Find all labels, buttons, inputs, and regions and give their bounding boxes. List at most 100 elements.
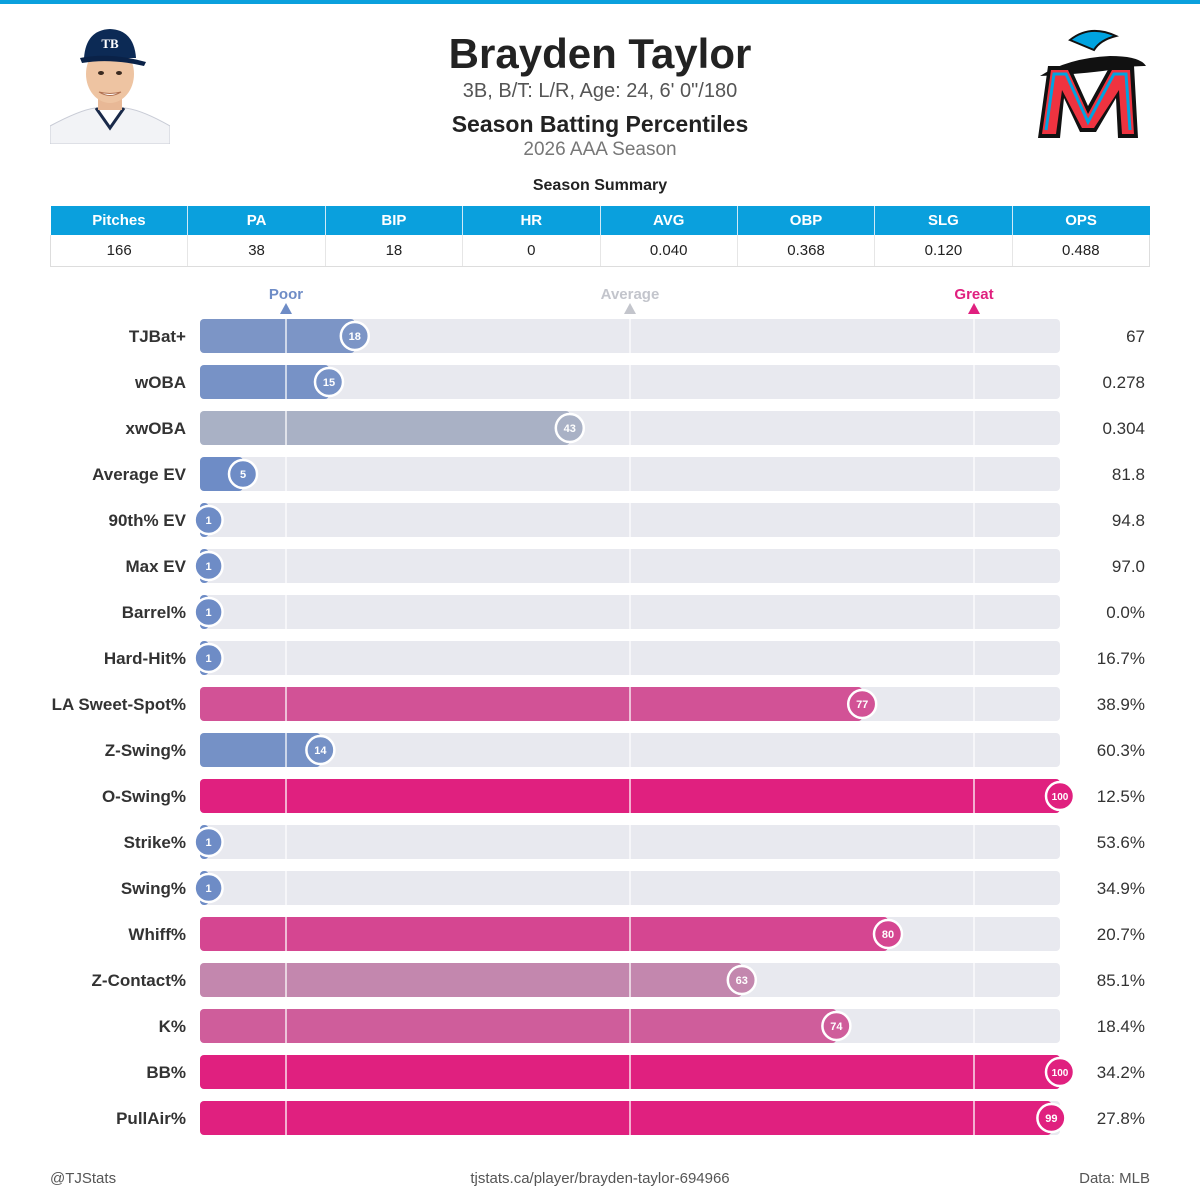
summary-header-cell: HR	[462, 206, 601, 235]
reference-label-poor: Poor	[269, 286, 303, 303]
percentile-dot	[872, 918, 904, 950]
metric-value: 94.8	[1112, 511, 1145, 530]
percentile-label: 1	[206, 561, 212, 573]
percentile-dot	[1036, 1102, 1067, 1134]
summary-header-cell: SLG	[874, 206, 1013, 235]
summary-header-cell: AVG	[600, 206, 738, 235]
percentile-row: Hard-Hit% 1 16.7%	[104, 641, 1145, 675]
reference-marker-poor	[280, 303, 292, 314]
summary-value-cell: 0.040	[600, 235, 738, 267]
player-name: Brayden Taylor	[448, 30, 752, 77]
percentile-bar	[200, 1101, 1052, 1135]
player-bio: 3B, B/T: L/R, Age: 24, 6' 0"/180	[462, 80, 738, 102]
summary-header-cell: OBP	[737, 206, 876, 235]
summary-value-cell: 0.120	[874, 235, 1013, 267]
metric-value: 97.0	[1112, 557, 1145, 576]
metric-value: 34.9%	[1097, 879, 1145, 898]
metric-value: 85.1%	[1097, 971, 1145, 990]
percentile-label: 100	[1052, 792, 1069, 803]
summary-value-cell: 0	[462, 235, 601, 267]
percentile-bar	[200, 917, 888, 951]
percentile-dot	[339, 320, 371, 352]
percentile-row: xwOBA 43 0.304	[126, 411, 1145, 445]
percentile-label: 43	[564, 423, 576, 435]
metric-value: 53.6%	[1097, 833, 1145, 852]
reference-marker-average	[624, 303, 636, 314]
percentile-label: 15	[323, 377, 335, 389]
percentile-label: 1	[206, 837, 212, 849]
summary-header-cell: Pitches	[50, 206, 189, 235]
summary-header-cell: OPS	[1012, 206, 1150, 235]
percentile-label: 18	[349, 331, 361, 343]
metric-value: 0.278	[1102, 373, 1145, 392]
chart-title: Season Batting Percentiles	[451, 111, 749, 137]
percentile-row: LA Sweet-Spot% 77 38.9%	[52, 687, 1145, 721]
percentile-row: Strike% 1 53.6%	[124, 825, 1145, 859]
percentile-dot	[554, 412, 586, 444]
metric-label: wOBA	[134, 373, 186, 392]
footer-handle: @TJStats	[50, 1170, 117, 1187]
percentile-dot	[227, 458, 259, 490]
summary-header-cell: PA	[187, 206, 326, 235]
top-accent-line	[0, 0, 1200, 4]
summary-value-cell: 38	[187, 235, 326, 267]
metric-label: xwOBA	[126, 419, 186, 438]
percentile-dot	[313, 366, 345, 398]
metric-value: 81.8	[1112, 465, 1145, 484]
summary-value-cell: 0.368	[737, 235, 876, 267]
metric-value: 27.8%	[1097, 1109, 1145, 1128]
percentile-row: Z-Swing% 14 60.3%	[105, 733, 1145, 767]
percentile-row: Swing% 1 34.9%	[121, 871, 1145, 905]
percentile-dot	[821, 1010, 852, 1042]
percentile-dot	[1044, 780, 1076, 812]
summary-value-cell: 18	[325, 235, 464, 267]
metric-label: Average EV	[92, 465, 187, 484]
percentile-dot	[193, 504, 224, 536]
percentile-row: Max EV 1 97.0	[126, 549, 1145, 583]
percentile-row: 90th% EV 1 94.8	[109, 503, 1145, 537]
percentile-dot	[193, 642, 224, 674]
metric-value: 38.9%	[1097, 695, 1145, 714]
player-headshot: TB	[50, 22, 170, 144]
metric-label: Barrel%	[122, 603, 186, 622]
percentile-row: Whiff% 80 20.7%	[128, 917, 1145, 951]
metric-label: Max EV	[126, 557, 187, 576]
season-summary-table: Pitches PA BIP HR AVG OBP SLG OPS 166 38…	[49, 206, 1151, 267]
percentile-row: BB% 100 34.2%	[146, 1055, 1145, 1089]
metric-value: 12.5%	[1097, 787, 1145, 806]
percentile-bar	[200, 687, 863, 721]
percentile-bar	[200, 411, 570, 445]
percentile-dot	[193, 826, 224, 858]
percentile-bar	[200, 1009, 837, 1043]
footer-url[interactable]: tjstats.ca/player/brayden-taylor-694966	[470, 1170, 730, 1187]
metric-label: LA Sweet-Spot%	[52, 695, 186, 714]
metric-value: 34.2%	[1097, 1063, 1145, 1082]
percentile-bar	[200, 365, 329, 399]
percentile-dot	[305, 734, 336, 766]
percentile-bar	[200, 319, 355, 353]
summary-value-cell: 166	[49, 235, 189, 267]
svg-text:TB: TB	[101, 36, 119, 51]
percentile-label: 1	[206, 607, 212, 619]
percentile-row: K% 74 18.4%	[159, 1009, 1145, 1043]
metric-label: Z-Swing%	[105, 741, 186, 760]
metric-value: 60.3%	[1097, 741, 1145, 760]
percentile-label: 1	[206, 653, 212, 665]
percentile-label: 77	[856, 699, 868, 711]
percentile-dot	[1044, 1056, 1076, 1088]
percentile-dot	[846, 688, 878, 720]
percentile-row: Average EV 5 81.8	[92, 457, 1145, 491]
metric-label: TJBat+	[129, 327, 186, 346]
percentile-dot	[726, 964, 758, 996]
percentile-dot	[193, 596, 224, 628]
percentile-row: Barrel% 1 0.0%	[122, 595, 1145, 629]
metric-label: Whiff%	[128, 925, 186, 944]
metric-value: 20.7%	[1097, 925, 1145, 944]
metric-value: 16.7%	[1097, 649, 1145, 668]
metric-label: BB%	[146, 1063, 186, 1082]
summary-value-cell: 0.488	[1012, 235, 1151, 267]
metric-label: K%	[159, 1017, 186, 1036]
metric-label: Z-Contact%	[92, 971, 186, 990]
percentile-row: PullAir% 99 27.8%	[116, 1101, 1145, 1135]
